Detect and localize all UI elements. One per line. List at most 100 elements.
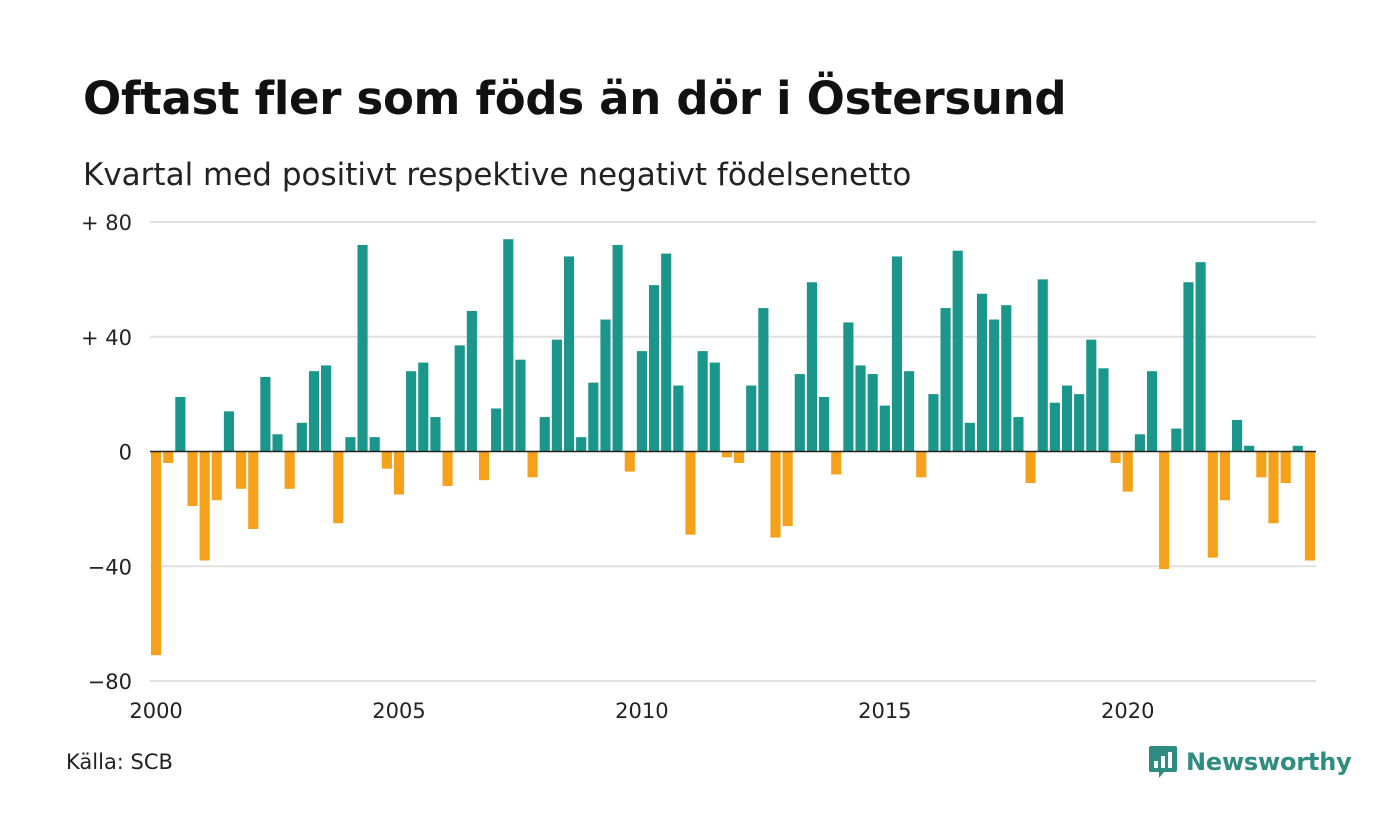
bar bbox=[831, 451, 842, 475]
bar bbox=[563, 256, 575, 452]
bar bbox=[321, 365, 332, 452]
x-tick-label: 2020 bbox=[1101, 699, 1154, 723]
bar bbox=[721, 451, 732, 458]
bar bbox=[928, 394, 939, 452]
bar bbox=[1268, 451, 1279, 524]
x-tick-label: 2005 bbox=[372, 699, 425, 723]
bar bbox=[1219, 451, 1230, 501]
y-tick-label: −40 bbox=[88, 555, 132, 579]
chart-title: Oftast fler som föds än dör i Östersund bbox=[83, 72, 1067, 125]
bar bbox=[199, 451, 210, 561]
bar bbox=[454, 345, 465, 452]
bar bbox=[588, 382, 599, 452]
bar bbox=[260, 376, 271, 452]
bar bbox=[1244, 445, 1255, 452]
bar bbox=[855, 365, 866, 452]
bar bbox=[308, 371, 320, 452]
bar bbox=[345, 437, 356, 452]
bar bbox=[576, 437, 587, 452]
bar bbox=[600, 319, 611, 452]
bar bbox=[794, 374, 805, 452]
x-tick-label: 2010 bbox=[615, 699, 668, 723]
chart-subtitle: Kvartal med positivt respektive negativt… bbox=[83, 157, 912, 193]
brand-name: Newsworthy bbox=[1186, 748, 1352, 776]
bar bbox=[1146, 371, 1158, 452]
bar bbox=[1049, 402, 1060, 452]
bar bbox=[843, 322, 854, 452]
brand-logo: Newsworthy bbox=[1148, 742, 1352, 782]
bar bbox=[430, 417, 441, 452]
bar bbox=[527, 451, 538, 478]
bar bbox=[734, 451, 745, 463]
bar bbox=[1207, 451, 1218, 558]
bar bbox=[952, 250, 963, 452]
bar bbox=[1074, 394, 1085, 452]
bar bbox=[904, 371, 915, 452]
bar bbox=[1231, 419, 1243, 452]
bar bbox=[661, 253, 672, 452]
bar bbox=[624, 451, 635, 472]
bar bbox=[236, 451, 247, 489]
bar bbox=[393, 451, 405, 495]
bar bbox=[1134, 434, 1145, 452]
bar bbox=[187, 451, 198, 507]
bar bbox=[770, 451, 781, 538]
bar bbox=[369, 437, 380, 452]
bar bbox=[478, 451, 490, 481]
bar-chart: −80 −40 0 + 40 + 80 2000 2005 2010 2015 2020 bbox=[81, 211, 1316, 723]
x-tick-label: 2000 bbox=[129, 699, 182, 723]
bar bbox=[223, 411, 235, 452]
bar bbox=[746, 385, 757, 452]
bar bbox=[381, 451, 392, 469]
bar bbox=[989, 319, 1000, 452]
bar bbox=[1195, 262, 1206, 452]
bar bbox=[916, 451, 927, 478]
bar bbox=[806, 282, 818, 452]
bar bbox=[1086, 339, 1097, 452]
bar bbox=[685, 451, 696, 535]
bar bbox=[1304, 451, 1315, 561]
bar bbox=[284, 451, 295, 489]
bar bbox=[891, 256, 903, 452]
bar bbox=[1001, 305, 1012, 452]
bar bbox=[211, 451, 222, 501]
bar bbox=[867, 374, 878, 452]
bar bbox=[1061, 385, 1073, 452]
bar bbox=[697, 351, 708, 452]
bar bbox=[248, 451, 259, 529]
bar bbox=[333, 451, 344, 524]
bar bbox=[539, 417, 550, 452]
bar bbox=[940, 308, 951, 452]
bar bbox=[1122, 451, 1133, 492]
bar bbox=[1110, 451, 1121, 463]
bar bbox=[491, 408, 502, 452]
bar bbox=[709, 362, 720, 452]
bar bbox=[976, 293, 988, 452]
bar bbox=[466, 310, 477, 452]
bar bbox=[551, 339, 562, 452]
bar bbox=[296, 422, 307, 452]
y-tick-label: + 80 bbox=[81, 211, 132, 235]
bar bbox=[163, 451, 174, 463]
bar bbox=[272, 434, 283, 452]
bar bbox=[1037, 279, 1048, 452]
bar bbox=[1171, 428, 1182, 452]
bar bbox=[1013, 417, 1024, 452]
y-tick-label: −80 bbox=[88, 670, 132, 694]
bar bbox=[1025, 451, 1036, 484]
bar bbox=[1159, 451, 1170, 570]
newsworthy-logo-icon bbox=[1149, 746, 1177, 778]
y-tick-label: + 40 bbox=[81, 326, 132, 350]
bar bbox=[503, 239, 514, 452]
bar bbox=[758, 308, 769, 452]
bar bbox=[406, 371, 417, 452]
bar bbox=[1098, 368, 1109, 452]
bar bbox=[964, 422, 975, 452]
bar bbox=[819, 396, 830, 452]
bar bbox=[1280, 451, 1291, 484]
bar bbox=[357, 244, 368, 452]
bar bbox=[673, 385, 684, 452]
x-tick-label: 2015 bbox=[858, 699, 911, 723]
bar bbox=[1256, 451, 1267, 478]
bar bbox=[175, 396, 186, 452]
